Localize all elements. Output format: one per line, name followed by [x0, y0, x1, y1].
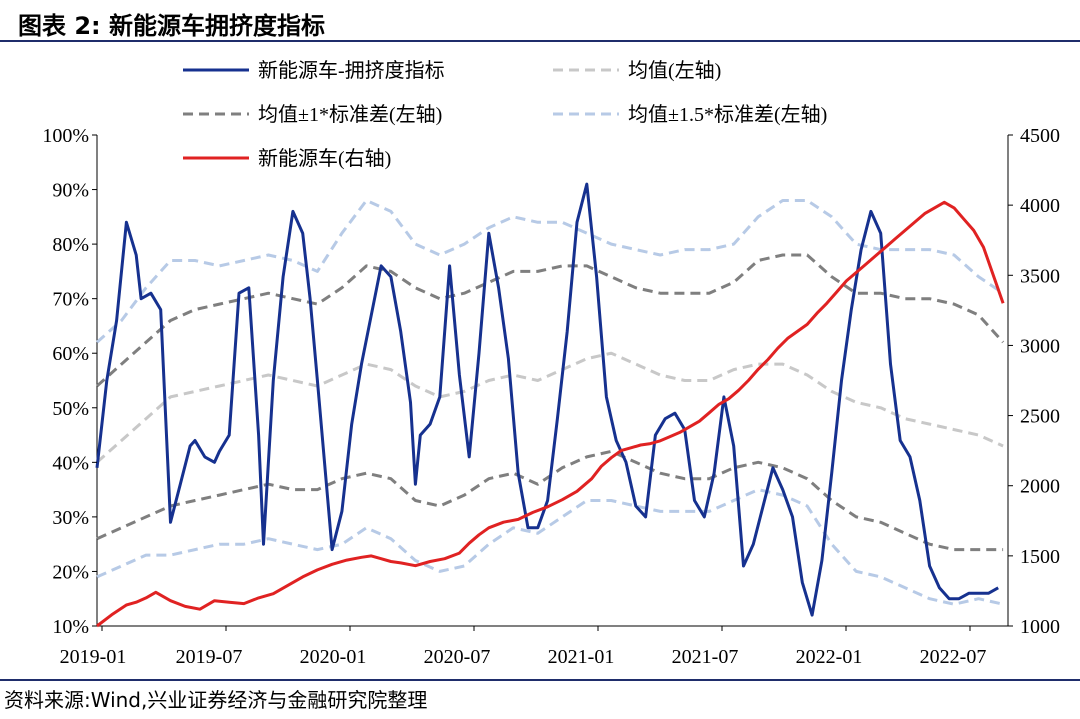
- legend: 新能源车-拥挤度指标 均值(左轴) 均值±1*标准差(左轴) 均值±1.5*标准差(左…: [183, 59, 827, 170]
- legend-label: 均值±1*标准差(左轴): [258, 103, 442, 126]
- left-tick-label: 30%: [52, 507, 89, 529]
- right-tick-label: 4500: [1020, 125, 1060, 147]
- left-tick-label: 90%: [52, 180, 89, 202]
- x-tick-label: 2020-01: [300, 646, 367, 668]
- x-tick-label: 2019-01: [60, 646, 127, 668]
- x-tick-label: 2020-07: [424, 646, 491, 668]
- title-rule: [0, 40, 1080, 42]
- left-tick-label: 60%: [52, 343, 89, 365]
- source-rule: [0, 679, 1080, 681]
- x-tick-label: 2022-01: [796, 646, 863, 668]
- right-tick-label: 1500: [1020, 546, 1060, 568]
- legend-label: 均值(左轴): [628, 59, 721, 82]
- left-tick-label: 10%: [52, 616, 89, 638]
- x-tick-label: 2022-07: [920, 646, 987, 668]
- axis-layer: 10% 20% 30% 40% 50% 60% 70% 80% 90% 100% 1000 1500 2…: [42, 125, 1060, 668]
- left-tick-label: 80%: [52, 234, 89, 256]
- x-tick-label: 2019-07: [176, 646, 243, 668]
- legend-label: 均值±1.5*标准差(左轴): [628, 103, 827, 126]
- right-tick-label: 3000: [1020, 335, 1060, 357]
- legend-label: 新能源车(右轴): [258, 147, 391, 170]
- series-layer: [95, 182, 1005, 628]
- plot-frame: [96, 135, 1009, 627]
- left-tick-label: 40%: [52, 452, 89, 474]
- right-tick-label: 2000: [1020, 476, 1060, 498]
- x-tick-label: 2021-01: [548, 646, 615, 668]
- series-line: [95, 182, 999, 617]
- series-line: [96, 488, 1004, 606]
- series-line: [96, 200, 1005, 628]
- left-tick-label: 70%: [52, 289, 89, 311]
- right-tick-label: 1000: [1020, 616, 1060, 638]
- series-line: [96, 449, 1004, 552]
- left-tick-label: 100%: [42, 125, 89, 147]
- left-tick-label: 50%: [52, 398, 89, 420]
- left-tick-label: 20%: [52, 561, 89, 583]
- legend-label: 新能源车-拥挤度指标: [258, 59, 445, 82]
- figure-title: 图表 2: 新能源车拥挤度指标: [18, 12, 326, 40]
- right-tick-label: 2500: [1020, 406, 1060, 428]
- x-tick-label: 2021-07: [672, 646, 739, 668]
- series-line: [96, 351, 1004, 464]
- right-tick-label: 3500: [1020, 265, 1060, 287]
- series-line: [96, 199, 1004, 344]
- source-note: 资料来源:Wind,兴业证券经济与金融研究院整理: [4, 688, 428, 712]
- right-tick-label: 4000: [1020, 195, 1060, 217]
